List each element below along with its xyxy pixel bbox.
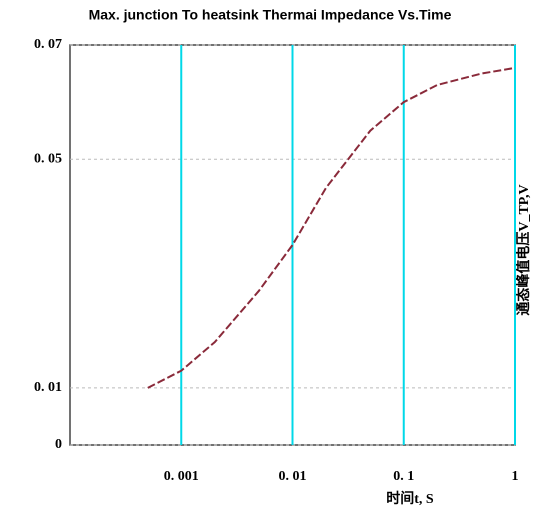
x-tick-label: 0. 1 [393,469,414,484]
x-axis-label: 时间t, S [386,490,434,507]
y-tick-label: 0 [55,437,62,452]
y-tick-label: 0. 07 [34,37,62,52]
y-axis-label: 通态峰值电压V_TP,V [515,184,532,315]
x-tick-label: 0. 01 [279,469,307,484]
chart-title: Max. junction To heatsink Thermai Impeda… [89,7,452,23]
x-tick-label: 0. 001 [164,469,199,484]
x-tick-label: 1 [512,469,519,484]
y-tick-label: 0. 01 [34,380,62,395]
data-line [147,66,516,389]
y-tick-label: 0. 05 [34,152,62,167]
